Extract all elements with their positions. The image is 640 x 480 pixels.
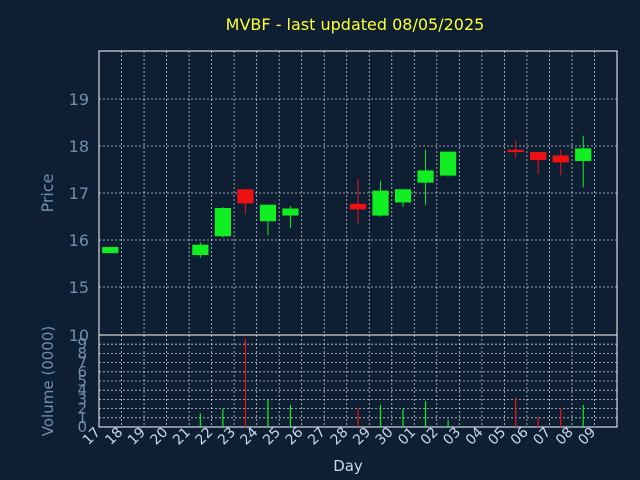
volume-tick-label: 4 — [77, 381, 87, 399]
price-tick-label: 16 — [69, 231, 89, 250]
volume-tick-label: 6 — [77, 363, 87, 381]
candle-body — [237, 189, 254, 204]
price-tick-label: 19 — [69, 90, 89, 109]
candle-body — [214, 208, 231, 237]
volume-tick-label: 9 — [77, 335, 87, 353]
volume-tick-label: 8 — [77, 344, 87, 362]
candles — [102, 135, 592, 258]
candle-body — [192, 244, 209, 256]
volume-tick-label: 1 — [77, 409, 87, 427]
candle-body — [439, 151, 457, 176]
price-tick-label: 15 — [69, 278, 89, 297]
candle-body — [552, 155, 569, 163]
price-gridlines — [99, 51, 618, 335]
day-axis-label: Day — [333, 457, 363, 475]
candle-body — [282, 208, 299, 216]
chart-title: MVBF - last updated 08/05/2025 — [226, 15, 485, 34]
price-axis-label: Price — [38, 173, 57, 212]
volume-tick-label: 0 — [77, 418, 87, 436]
candle-body — [417, 170, 434, 183]
candle-body — [575, 148, 592, 162]
volume-axis-label: Volume (0000) — [39, 326, 57, 436]
price-tick-label: 10 — [69, 326, 89, 345]
candle-body — [507, 149, 524, 153]
candle-body — [102, 247, 119, 254]
volume-tick-label: 7 — [77, 354, 87, 372]
candle-body — [372, 190, 389, 216]
volume-tick-label: 3 — [77, 390, 87, 408]
day-axis-ticks: 1718192021222324252627282930010203040506… — [80, 424, 599, 448]
volume-tick-label: 2 — [77, 400, 87, 418]
candle-body — [349, 203, 367, 210]
price-axis-ticks: 15 16 17 18 19 10 — [69, 90, 89, 345]
volume-bars — [199, 338, 584, 427]
price-tick-label: 17 — [69, 184, 89, 203]
volume-tick-label: 5 — [77, 372, 87, 390]
candle-body — [530, 152, 547, 161]
candle-body — [259, 204, 277, 222]
price-tick-label: 18 — [69, 137, 89, 156]
candle-body — [394, 189, 412, 203]
